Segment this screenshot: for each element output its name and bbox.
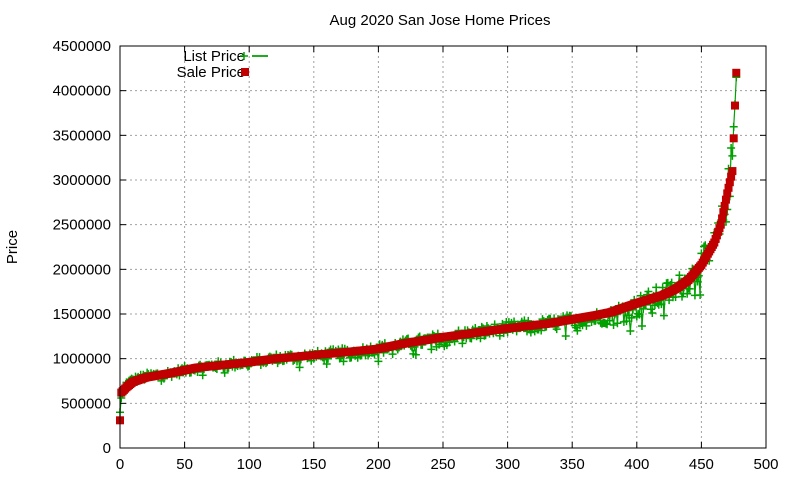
list-price-point <box>648 308 657 317</box>
sale-price-point <box>727 172 736 181</box>
y-tick-label: 2000000 <box>53 261 111 278</box>
list-price-point <box>411 350 420 359</box>
sale-price-point <box>729 134 738 143</box>
sale-price-point <box>719 208 728 217</box>
grid <box>120 46 766 448</box>
legend: List Price Sale Price <box>177 48 268 81</box>
plot-area: 0 50 100 150 200 250 300 350 400 450 500 0 500000 100… <box>53 38 779 473</box>
list-price-point <box>295 363 304 372</box>
legend-label-sale-price: Sale Price <box>177 64 245 81</box>
list-price-point <box>561 331 570 340</box>
list-price-point <box>635 310 644 319</box>
list-price-point <box>634 309 643 318</box>
list-price-point <box>622 317 631 326</box>
sale-price-point <box>718 214 727 223</box>
x-tick-label: 250 <box>430 456 455 473</box>
chart-title: Aug 2020 San Jose Home Prices <box>330 12 551 29</box>
legend-swatch-sale-price <box>241 68 249 76</box>
list-price-point <box>388 350 397 359</box>
list-price-point <box>605 316 614 325</box>
ticks: 0 50 100 150 200 250 300 350 400 450 500 0 500000 100… <box>53 38 779 473</box>
list-price-point <box>644 287 653 296</box>
series-layer <box>116 68 741 425</box>
y-tick-label: 500000 <box>61 395 111 412</box>
list-price-point <box>427 345 436 354</box>
x-tick-label: 50 <box>176 456 193 473</box>
list-price-point <box>626 327 635 336</box>
y-tick-label: 3500000 <box>53 127 111 144</box>
x-tick-label: 100 <box>237 456 262 473</box>
y-tick-label: 1000000 <box>53 351 111 368</box>
list-price-point <box>582 321 591 330</box>
x-tick-label: 200 <box>366 456 391 473</box>
y-tick-label: 4000000 <box>53 83 111 100</box>
list-price-point <box>458 339 467 348</box>
list-price-point <box>220 368 229 377</box>
list-price-point <box>683 289 692 298</box>
y-tick-label: 2500000 <box>53 217 111 234</box>
x-tick-label: 300 <box>495 456 520 473</box>
x-tick-label: 450 <box>689 456 714 473</box>
legend-label-list-price: List Price <box>183 48 245 65</box>
sale-price-point <box>724 183 733 192</box>
sale-price-point <box>732 68 741 77</box>
list-price-point <box>322 360 331 369</box>
list-price-point <box>647 305 656 314</box>
list-price-point <box>685 284 694 293</box>
list-price-point <box>339 357 348 366</box>
list-price-point <box>657 300 666 309</box>
sale-price-point <box>716 220 725 229</box>
y-tick-label: 0 <box>103 440 111 457</box>
y-tick-label: 1500000 <box>53 306 111 323</box>
sale-price-point <box>728 167 737 176</box>
list-price-point <box>613 319 622 328</box>
sale-price-point <box>725 178 734 187</box>
list-price-point <box>198 371 207 380</box>
list-price-point <box>374 357 383 366</box>
x-tick-label: 350 <box>560 456 585 473</box>
x-tick-label: 0 <box>116 456 124 473</box>
list-price-point <box>627 313 636 322</box>
list-price-point <box>659 311 668 320</box>
list-price-point <box>675 271 684 280</box>
list-price-point <box>609 320 618 329</box>
sale-price-point <box>720 201 729 210</box>
sale-price-point <box>721 195 730 204</box>
x-tick-label: 500 <box>753 456 778 473</box>
list-price-point <box>727 144 736 153</box>
y-tick-label: 4500000 <box>53 38 111 55</box>
y-tick-label: 3000000 <box>53 172 111 189</box>
list-price-point <box>728 151 737 160</box>
list-price-point <box>696 290 705 299</box>
list-price-point <box>637 321 646 330</box>
x-tick-label: 150 <box>301 456 326 473</box>
sale-price-point <box>723 189 732 198</box>
list-price-point <box>729 122 738 131</box>
list-price-point <box>693 277 702 286</box>
legend-swatch-list-price <box>240 52 268 60</box>
list-price-point <box>573 326 582 335</box>
y-axis-label: Price <box>4 230 21 264</box>
sale-price-point <box>730 101 739 110</box>
x-tick-label: 400 <box>624 456 649 473</box>
